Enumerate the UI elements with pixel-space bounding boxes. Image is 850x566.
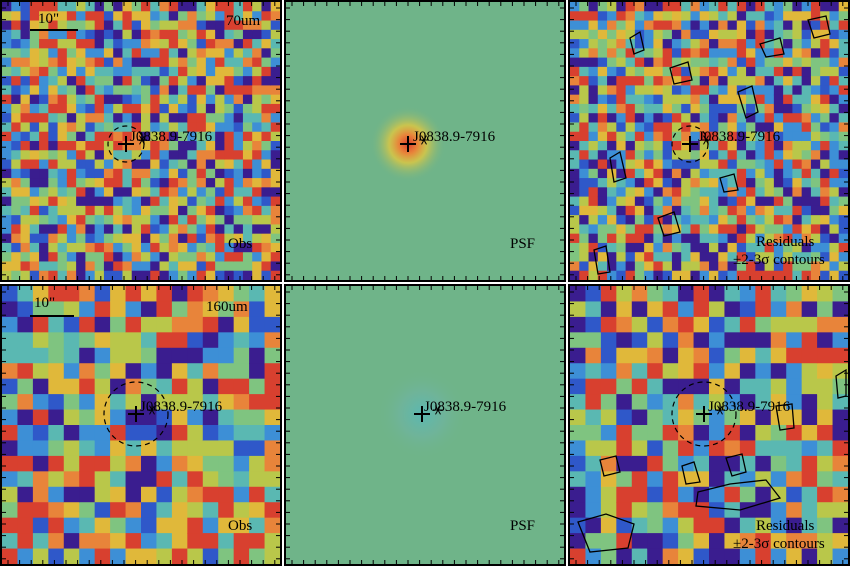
psf-image-70um	[286, 2, 564, 280]
source-label: J0838.9-7916	[424, 399, 507, 415]
band-label: 160um	[206, 299, 248, 315]
contours-label: ±2-3σ contours	[733, 536, 825, 552]
band-label: 70um	[226, 13, 261, 29]
heatmap-70um-residuals	[570, 2, 848, 280]
source-label: J0838.9-7916	[708, 399, 791, 415]
residuals-label: Residuals	[756, 234, 815, 250]
panel-label-psf: PSF	[510, 518, 536, 534]
residuals-label: Residuals	[756, 518, 815, 534]
scale-bar-label: 10"	[38, 11, 60, 27]
scale-bar	[30, 29, 78, 31]
source-label: J0838.9-7916	[698, 129, 781, 145]
source-label: J0838.9-7916	[140, 399, 223, 415]
psf-image-160um	[286, 286, 564, 564]
scale-bar	[30, 315, 74, 317]
heatmap-160um-obs	[2, 286, 280, 564]
panel-160um-residuals: J0838.9-7916 Residuals ±2-3σ contours	[568, 284, 850, 566]
heatmap-160um-residuals	[570, 286, 848, 564]
source-label: J0838.9-7916	[130, 129, 213, 145]
panel-70um-obs: 10" 70um J0838.9-7916 Obs	[0, 0, 282, 282]
panel-label-obs: Obs	[228, 518, 253, 534]
panel-label-obs: Obs	[228, 236, 253, 252]
source-label: J0838.9-7916	[413, 129, 496, 145]
panel-70um-psf: J0838.9-7916 PSF	[284, 0, 566, 282]
heatmap-70um-obs	[2, 2, 280, 280]
panel-label-psf: PSF	[510, 236, 536, 252]
panel-160um-psf: J0838.9-7916 PSF	[284, 284, 566, 566]
panel-160um-obs: 10" 160um J0838.9-7916 Obs	[0, 284, 282, 566]
panel-70um-residuals: J0838.9-7916 Residuals ±2-3σ contours	[568, 0, 850, 282]
contours-label: ±2-3σ contours	[733, 252, 825, 268]
scale-bar-label: 10"	[34, 295, 56, 311]
